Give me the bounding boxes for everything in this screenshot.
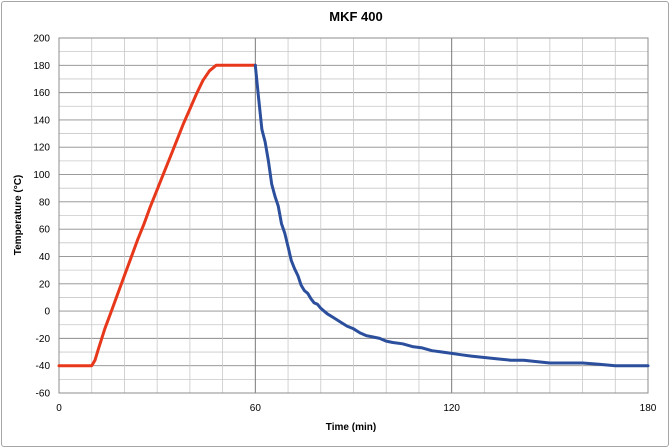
cooling-line xyxy=(253,63,650,368)
y-tick-label: 160 xyxy=(33,88,50,99)
y-tick-label: 100 xyxy=(33,170,50,181)
y-tick-label: -60 xyxy=(36,389,51,400)
heating-line xyxy=(57,63,257,368)
y-tick-label: 200 xyxy=(33,34,50,45)
x-axis-label: Time (min) xyxy=(326,422,376,433)
x-tick-label: 0 xyxy=(56,403,62,414)
y-tick-label: 20 xyxy=(39,279,51,290)
plot-area-border xyxy=(58,37,649,394)
y-tick-label: 80 xyxy=(39,197,51,208)
tick-labels: -60 -40 -20 0 20 40 60 80 100 120 140 160 180 200 0 60 1… xyxy=(33,34,656,415)
chart-title: MKF 400 xyxy=(329,9,382,24)
y-tick-label: 140 xyxy=(33,115,50,126)
y-tick-label: -20 xyxy=(36,334,51,345)
x-tick-label: 120 xyxy=(443,403,460,414)
grid xyxy=(58,37,649,394)
y-tick-label: 120 xyxy=(33,143,50,154)
x-tick-label: 180 xyxy=(640,403,657,414)
y-tick-label: 180 xyxy=(33,61,50,72)
series-lines xyxy=(57,63,650,368)
y-axis-label: Temperature (°C) xyxy=(13,175,24,256)
y-tick-label: 0 xyxy=(44,307,50,318)
x-tick-label: 60 xyxy=(250,403,262,414)
y-tick-label: 40 xyxy=(39,252,51,263)
y-tick-label: 60 xyxy=(39,225,51,236)
y-tick-label: -40 xyxy=(36,361,51,372)
